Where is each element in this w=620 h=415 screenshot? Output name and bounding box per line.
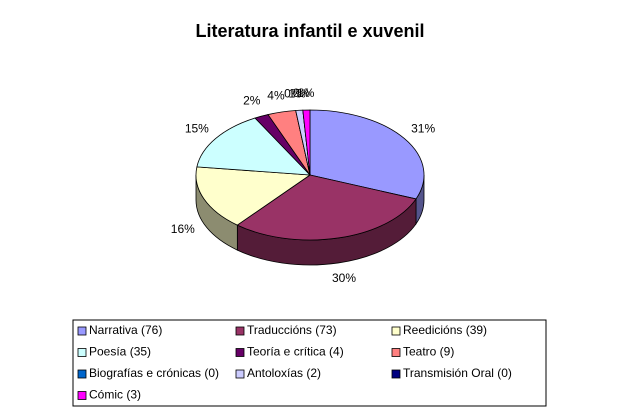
pie-slice	[302, 109, 311, 176]
legend-swatch	[77, 391, 87, 400]
legend-label: Transmisión Oral (0)	[403, 366, 512, 380]
legend-label: Biografías e crónicas (0)	[89, 366, 219, 380]
data-label: 31%	[411, 122, 435, 136]
legend-swatch	[391, 348, 401, 357]
data-label: 16%	[171, 222, 195, 236]
legend-label: Narrativa (76)	[89, 323, 162, 337]
pie-slice	[236, 174, 417, 241]
chart-title: Literatura infantil e xuvenil	[195, 21, 424, 41]
legend-box	[72, 319, 547, 407]
pie-slice	[196, 117, 312, 176]
data-label: 4%	[267, 88, 285, 102]
data-label: 15%	[185, 122, 209, 136]
legend-swatch	[235, 348, 245, 357]
pie-slice	[309, 109, 425, 200]
legend-label: Teoría e crítica (4)	[247, 345, 344, 359]
legend-swatch	[391, 369, 401, 379]
pie-slice	[195, 166, 312, 226]
data-label: 2%	[243, 94, 261, 108]
data-label: 30%	[332, 271, 356, 285]
data-label: 0%	[293, 86, 311, 100]
legend-label: Antoloxías (2)	[247, 366, 321, 380]
legend-swatch	[235, 369, 245, 379]
legend-label: Cómic (3)	[89, 388, 141, 402]
data-label: 0%	[284, 87, 302, 101]
legend-label: Poesía (35)	[89, 345, 151, 359]
legend-label: Traduccións (73)	[247, 323, 337, 337]
legend-swatch	[235, 326, 245, 336]
legend-label: Reedicións (39)	[403, 323, 487, 337]
data-label: 1%	[297, 86, 315, 100]
legend-swatch	[77, 369, 87, 379]
legend-label: Teatro (9)	[403, 345, 454, 359]
data-label: 1%	[288, 86, 306, 100]
legend-swatch	[77, 348, 87, 357]
legend-swatch	[77, 326, 87, 336]
legend-swatch	[391, 326, 401, 336]
